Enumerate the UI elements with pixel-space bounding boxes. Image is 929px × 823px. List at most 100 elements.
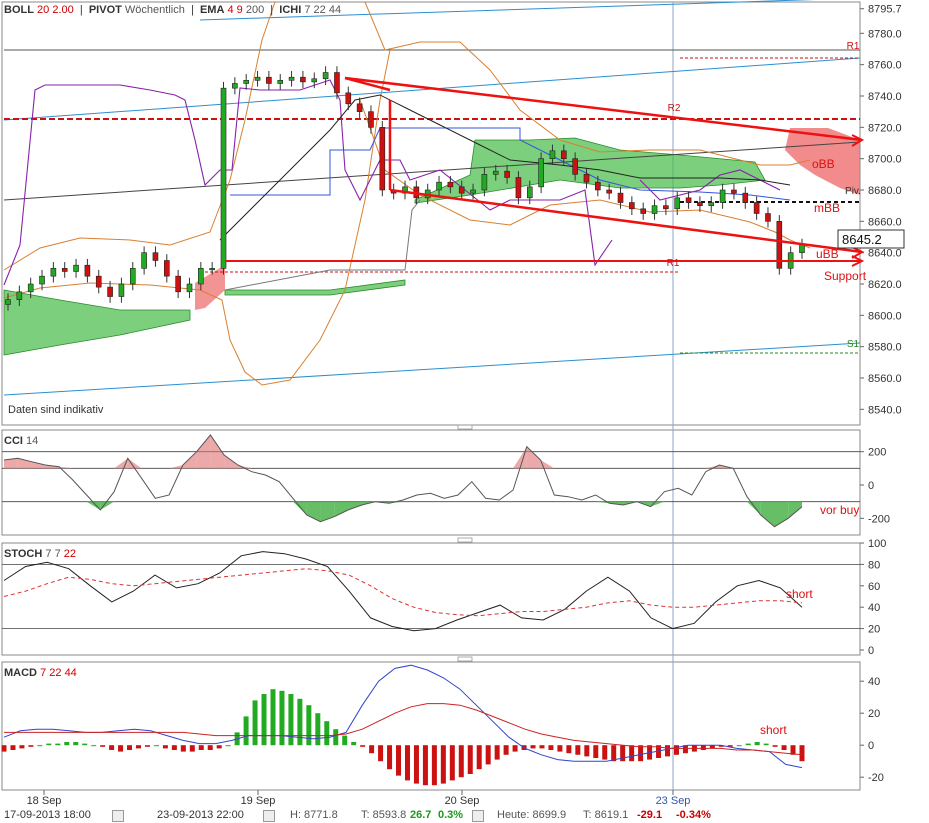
macd-histogram-bar [270,689,276,746]
macd-tick-label: 20 [868,708,880,720]
macd-histogram-bar [109,745,115,750]
macd-histogram-bar [539,745,545,749]
ema-label: EMA [199,4,225,16]
macd-histogram-bar [171,745,177,750]
stoch-d-line [3,568,803,617]
macd-histogram-bar [243,716,249,746]
stoch-tick-label: 60 [868,581,880,593]
price-candle [266,76,272,84]
cci-oversold-fill [595,501,610,504]
cci-overbought-fill [526,446,541,469]
macd-histogram-bar [10,745,16,750]
bottom-status-bar: 17-09-2013 18:00 23-09-2013 22:00 H: 877… [4,809,711,822]
calendar-icon[interactable] [112,810,124,822]
macd-histogram-bar [46,743,52,746]
price-candle [379,127,386,191]
price-candle [107,286,113,297]
price-candle [84,264,91,277]
annotation-support: Support [824,269,867,283]
macd-histogram-bar [360,745,366,747]
macd-histogram-bar [530,745,536,749]
macd-histogram-bar [440,745,446,784]
price-candle [492,170,499,175]
trendline-black [3,141,861,201]
cci-oversold-fill [100,501,115,510]
stoch-tick-label: 20 [868,624,880,636]
cci-tick-label: 0 [868,480,874,492]
macd-histogram-bar [225,745,231,747]
macd-histogram-bar [656,745,662,758]
x-tick-label: 23 Sep [656,795,691,807]
price-candle [5,299,11,305]
macd-signal-line [4,703,803,756]
price-candle [651,205,658,214]
price-candle [697,202,703,206]
ichimoku-cloud-bullish [3,289,191,356]
macd-tick-label: 0 [868,740,874,752]
price-candle [458,186,465,194]
trendline-blue [199,0,816,21]
calendar-icon[interactable] [263,810,275,822]
macd-histogram-bar [279,690,285,746]
price-candle [141,252,147,269]
range-end: 23-09-2013 22:00 [157,809,244,821]
price-candle [118,283,125,297]
macd-histogram-bar [673,745,679,755]
y-tick-label: 8620.0 [868,279,902,291]
panel-splitter-grip [457,656,473,662]
calendar-icon[interactable] [472,810,484,822]
y-tick-label: 8540.0 [868,404,902,416]
price-candle [368,111,374,128]
macd-histogram-bar [629,745,635,762]
trendline-blue [3,342,861,396]
downtrend-channel-lower [389,188,863,254]
cci-overbought-fill [210,435,225,469]
macd-histogram-bar [763,743,769,746]
macd-histogram-bar [682,745,688,754]
price-candle [583,174,590,183]
cci-oversold-fill [292,501,307,515]
macd-histogram-bar [216,745,222,749]
ichimoku-span-line [224,199,421,291]
macd-histogram-bar [790,745,796,755]
price-candle [549,150,556,159]
macd-histogram-bar [91,745,97,747]
macd-tick-label: -20 [868,772,884,784]
y-tick-label: 8580.0 [868,342,902,354]
price-candle [526,186,533,199]
stoch-k-line [3,551,803,632]
y-tick-label: 8700.0 [868,154,902,166]
macd-histogram-bar [369,745,375,754]
price-candle [538,158,544,188]
cci-overbought-fill [237,465,252,469]
macd-tick-label: 40 [868,676,880,688]
macd-histogram-bar [413,745,419,784]
cci-overbought-fill [705,465,720,469]
price-candle [243,80,249,84]
macd-histogram-bar [781,745,787,750]
price-candle [73,264,79,272]
price-candle [16,291,23,300]
macd-histogram-bar [422,745,428,786]
annotation-obb: oBB [812,157,835,171]
macd-histogram-bar [665,745,671,757]
pivot-label: R1 [847,41,860,52]
macd-histogram-bar [584,745,590,757]
cci-oversold-fill [774,501,789,527]
price-candle [436,181,442,191]
macd-histogram-bar [620,745,626,762]
cci-overbought-fill [182,451,197,469]
price-candle [50,268,57,277]
cci-overbought-fill [59,466,73,469]
price-candle [61,268,68,272]
macd-histogram-bar [638,745,644,762]
macd-histogram-bar [288,694,294,746]
macd-histogram-bar [28,745,34,747]
price-candle [198,268,204,285]
macd-header: MACD 7 22 44 [4,667,77,679]
cci-overbought-fill [224,455,238,469]
price-candle [311,78,318,83]
price-candle [572,158,578,175]
panel-splitter-grip [457,537,473,543]
macd-histogram-bar [378,745,384,762]
